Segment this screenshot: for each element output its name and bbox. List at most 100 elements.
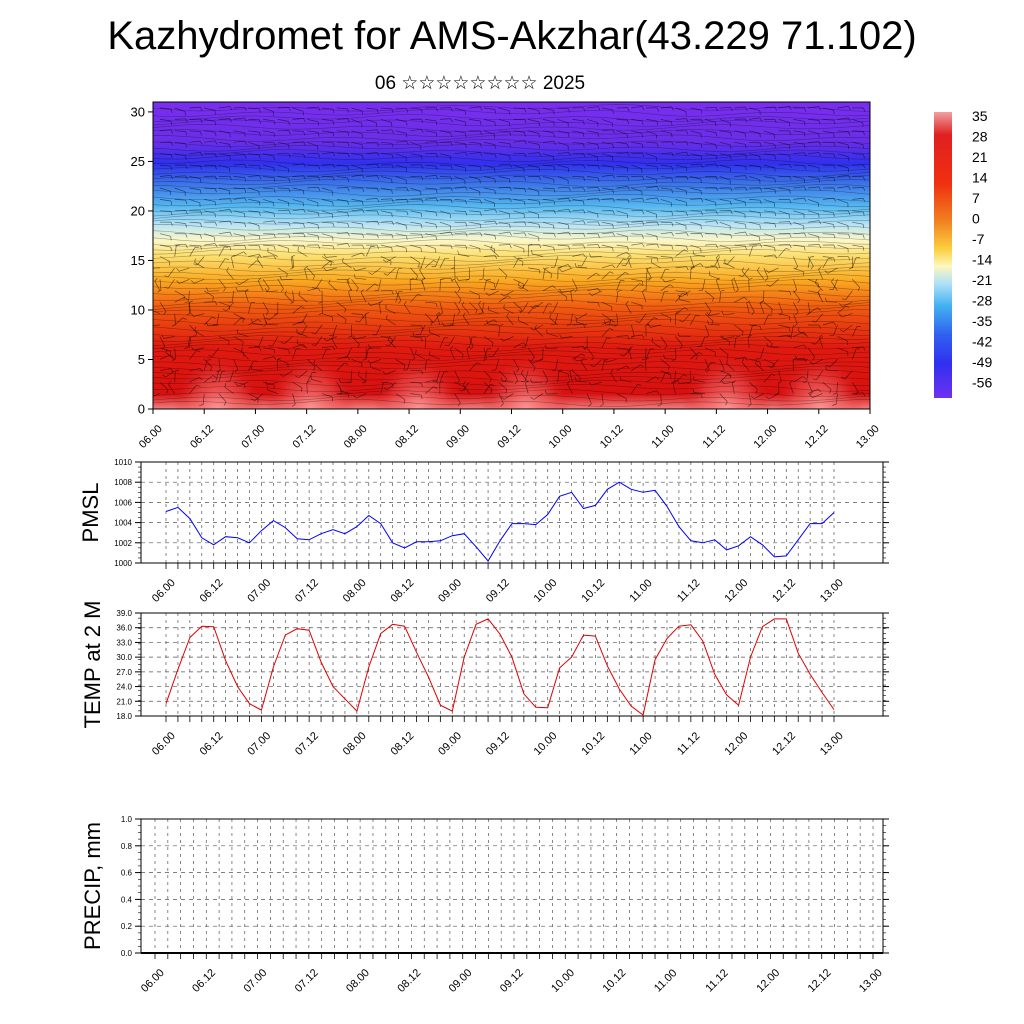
wind-barb bbox=[483, 347, 487, 362]
wind-barb bbox=[675, 249, 688, 257]
wind-barb bbox=[818, 334, 824, 349]
wind-barb bbox=[218, 370, 226, 383]
wind-barb bbox=[366, 175, 380, 180]
wind-barb bbox=[807, 256, 814, 270]
wind-barb bbox=[645, 130, 657, 139]
wind-barb bbox=[292, 306, 305, 314]
wind-barb bbox=[251, 319, 264, 326]
wind-barb bbox=[822, 381, 832, 394]
wind-barb bbox=[795, 355, 809, 360]
temp-line bbox=[165, 618, 835, 716]
wind-barb bbox=[336, 187, 350, 192]
wind-barb bbox=[587, 244, 601, 249]
wind-barb bbox=[778, 334, 792, 339]
wind-barb bbox=[366, 129, 380, 134]
wind-barb bbox=[444, 336, 455, 347]
wind-barb bbox=[719, 187, 733, 192]
wind-barb bbox=[248, 301, 255, 314]
wind-barb bbox=[417, 256, 426, 268]
wind-barb bbox=[304, 266, 308, 280]
wind-barb bbox=[439, 231, 454, 236]
y-tick-label: 21.0 bbox=[116, 697, 132, 706]
wind-barb bbox=[616, 119, 630, 125]
wind-barb bbox=[749, 130, 761, 138]
wind-barb bbox=[263, 141, 276, 147]
wind-barb bbox=[542, 119, 555, 126]
wind-barb bbox=[660, 119, 673, 126]
wind-barb bbox=[469, 141, 482, 148]
wind-barb bbox=[161, 334, 175, 339]
wind-barb bbox=[368, 344, 381, 349]
wind-barb bbox=[631, 364, 645, 371]
wind-barb bbox=[662, 278, 676, 283]
wind-barb bbox=[778, 313, 791, 321]
wind-barb bbox=[749, 199, 762, 205]
wind-barb bbox=[822, 119, 836, 125]
wind-barb bbox=[174, 369, 180, 383]
panel-frame bbox=[140, 461, 884, 564]
wind-barb bbox=[425, 210, 438, 217]
wind-barb bbox=[174, 296, 188, 303]
wind-barb bbox=[292, 153, 306, 159]
wind-barb bbox=[395, 140, 409, 145]
wind-barb bbox=[321, 141, 335, 147]
wind-barb bbox=[263, 255, 277, 260]
wind-barb bbox=[531, 249, 544, 257]
wind-barb bbox=[204, 221, 218, 226]
wind-barb bbox=[544, 344, 558, 350]
wind-barb bbox=[276, 357, 281, 371]
wind-barb bbox=[763, 267, 769, 282]
wind-barb bbox=[174, 290, 185, 301]
wind-barb bbox=[645, 267, 652, 280]
isotherm-line bbox=[153, 269, 870, 277]
wind-barb bbox=[660, 256, 674, 262]
wind-barb bbox=[778, 106, 792, 111]
wind-barb bbox=[189, 151, 203, 156]
wind-barb bbox=[174, 130, 188, 136]
x-tick-label: 09.12 bbox=[484, 730, 512, 758]
wind-barb bbox=[675, 374, 688, 383]
wind-barb bbox=[313, 359, 323, 371]
precip-panel: 0.0 0.2 0.4 0.6 0.8 1.0 06.00 06.12 07.00 07.12 08… bbox=[80, 815, 889, 995]
wind-barb bbox=[425, 175, 439, 180]
y-tick-label: 0.6 bbox=[121, 869, 133, 878]
wind-barb bbox=[704, 186, 719, 192]
wind-barb bbox=[704, 290, 714, 302]
wind-barb bbox=[395, 153, 407, 162]
colorbar-label: 14 bbox=[972, 170, 988, 186]
wind-barb bbox=[298, 291, 308, 303]
wind-barb bbox=[566, 380, 573, 394]
wind-barb bbox=[513, 118, 527, 124]
x-tick-label: 11.00 bbox=[627, 577, 654, 604]
wind-barb bbox=[601, 359, 609, 371]
wind-barb bbox=[498, 163, 512, 168]
wind-barb bbox=[263, 187, 276, 193]
wind-barb bbox=[852, 233, 865, 239]
wind-barb bbox=[660, 210, 674, 216]
wind-barb bbox=[793, 290, 801, 304]
wind-barb bbox=[189, 324, 198, 337]
wind-barb bbox=[204, 175, 218, 180]
wind-barb bbox=[542, 176, 555, 184]
x-tick-label: 12.12 bbox=[770, 730, 798, 758]
wind-barb bbox=[366, 233, 379, 239]
wind-barb bbox=[660, 152, 674, 157]
wind-barb bbox=[734, 335, 741, 348]
panel-frame bbox=[140, 612, 884, 717]
wind-barb bbox=[837, 199, 849, 208]
x-tick-label: 08.00 bbox=[341, 730, 369, 758]
wind-barb bbox=[439, 380, 444, 394]
wind-barb bbox=[837, 305, 850, 314]
wind-barb bbox=[707, 320, 720, 326]
wind-barb bbox=[631, 233, 644, 239]
x-tick-label: 13.00 bbox=[818, 730, 846, 758]
wind-barb bbox=[574, 263, 588, 269]
section-x-tick-label: 10.12 bbox=[598, 423, 626, 451]
wind-barb bbox=[677, 332, 691, 337]
wind-barb bbox=[647, 323, 661, 328]
wind-barb bbox=[485, 290, 499, 296]
wind-barb bbox=[410, 175, 424, 181]
wind-barb bbox=[153, 310, 161, 314]
wind-barb bbox=[478, 300, 485, 314]
wind-barb bbox=[763, 118, 777, 124]
